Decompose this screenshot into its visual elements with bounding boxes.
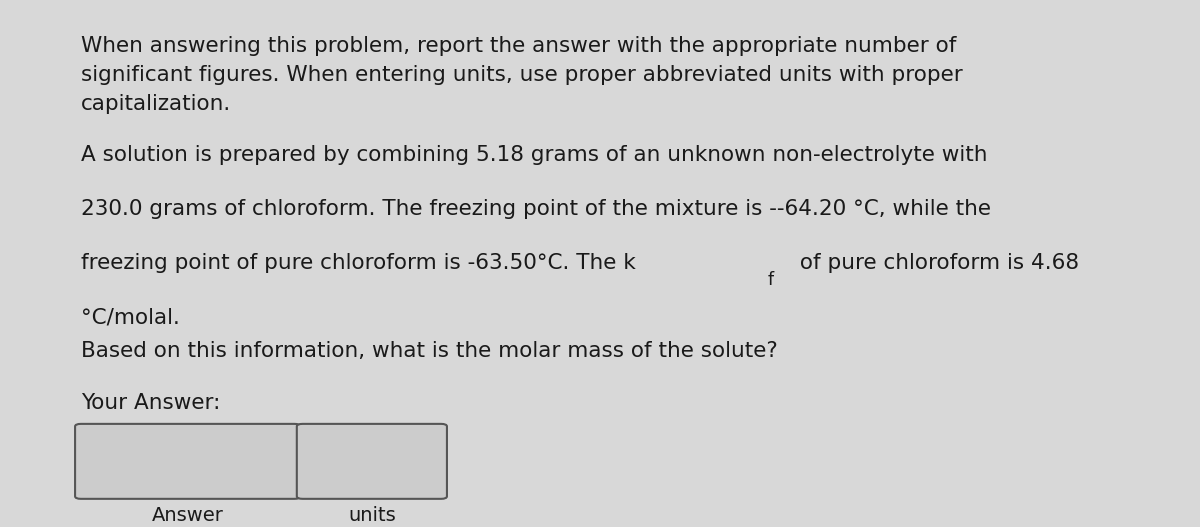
Text: When answering this problem, report the answer with the appropriate number of
si: When answering this problem, report the … — [80, 36, 962, 114]
Text: A solution is prepared by combining 5.18 grams of an unknown non-electrolyte wit: A solution is prepared by combining 5.18… — [80, 145, 988, 165]
FancyBboxPatch shape — [76, 424, 300, 499]
Text: freezing point of pure chloroform is -63.50°C. The k: freezing point of pure chloroform is -63… — [80, 253, 636, 274]
Text: units: units — [348, 505, 396, 524]
Text: f: f — [768, 271, 774, 289]
Text: °C/molal.: °C/molal. — [80, 308, 180, 328]
Text: of pure chloroform is 4.68: of pure chloroform is 4.68 — [793, 253, 1080, 274]
Text: Based on this information, what is the molar mass of the solute?: Based on this information, what is the m… — [80, 341, 778, 361]
FancyBboxPatch shape — [296, 424, 446, 499]
Text: 230.0 grams of chloroform. The freezing point of the mixture is --64.20 °C, whil: 230.0 grams of chloroform. The freezing … — [80, 199, 991, 219]
Text: Your Answer:: Your Answer: — [80, 393, 221, 413]
Text: Answer: Answer — [151, 505, 223, 524]
